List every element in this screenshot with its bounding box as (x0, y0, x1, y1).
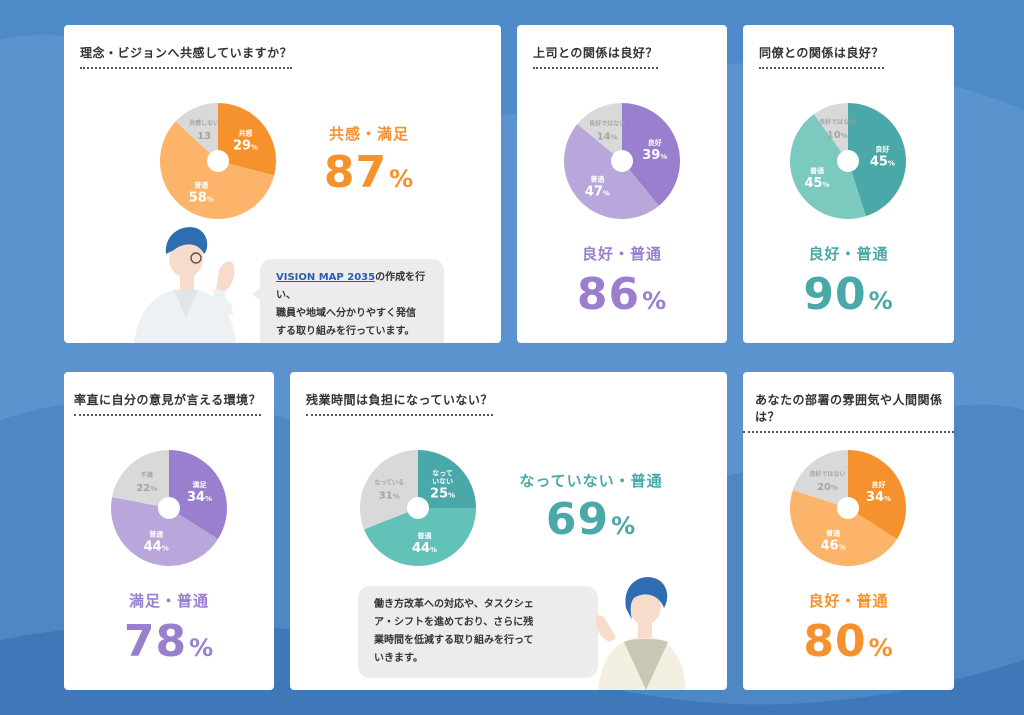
card-opinion-environment: 率直に自分の意見が言える環境？ 満足 34% 普通 44% 不満 22% 満足・普通 78… (64, 372, 274, 690)
comment-line: する取り組みを行っています。 (276, 326, 415, 337)
pie-center-hole (158, 497, 180, 519)
pie-slice-label: 普通 (826, 528, 841, 537)
pie-slice (169, 450, 227, 540)
pie-slice-label: 良好ではない (819, 118, 855, 126)
card-boss-relation: 上司との関係は良好？ 良好 39% 普通 47% 良好ではない 14% 良好・普通 86% (517, 25, 727, 343)
pie-slice-label: 共感 (238, 129, 252, 138)
pie-slice (564, 124, 659, 219)
pie-slice-value: 31% (379, 490, 400, 501)
pie-slice (848, 450, 906, 540)
summary-value: 78% (123, 616, 215, 667)
pie-slice (112, 450, 169, 508)
summary-label: 良好・普通 (808, 592, 889, 610)
card-overtime: 残業時間は負担になっていない？ なって いない 25% 普通 44% なっている 31% な… (290, 372, 727, 690)
pie-slice-value: 14% (597, 132, 618, 143)
pie-center-hole (837, 150, 859, 172)
pie-slice-value: 20% (817, 482, 838, 493)
pie-slice-label: 良好 (875, 145, 889, 154)
summary-label: 共感・満足 (328, 125, 409, 143)
pie-slice (577, 103, 622, 161)
vision-map-link[interactable]: VISION MAP 2035 (276, 272, 376, 283)
pie-slice-value: 10% (827, 130, 848, 141)
card-vision: 理念・ビジョンへ共感していますか？ 共感 29% 普通 58% 共感しない 13 共感・満… (64, 25, 501, 343)
pie-slice-label: 良好ではない (589, 120, 625, 128)
pie-slice-label: 普通 (810, 166, 825, 175)
pie-slice (218, 103, 276, 176)
summary-label: 良好・普通 (581, 245, 662, 263)
pie-slice (364, 508, 476, 566)
pie-slice-label: なっている (374, 479, 404, 486)
question-title: あなたの部署の雰囲気や人間関係 は？ (743, 392, 954, 433)
pie-slice-label: 共感しない (189, 119, 219, 127)
person-illustration (595, 577, 686, 690)
pie-slice (622, 103, 680, 206)
card-department-atmosphere: あなたの部署の雰囲気や人間関係 は？ 良好 34% 普通 46% 良好ではない 20% 良… (743, 372, 954, 690)
pie-slice (111, 497, 218, 566)
summary-value: 69% (545, 494, 637, 545)
pie-slice-label: 良好 (648, 138, 662, 147)
comment-line: 職員や地域へ分かりやすく発信 (276, 308, 416, 319)
pie-center-hole (611, 150, 633, 172)
question-title: 率直に自分の意見が言える環境？ (74, 392, 262, 416)
pie-slice-label: 満足 (192, 480, 207, 489)
comment-line: ア・シフトを進めており、さらに残 (374, 617, 534, 628)
pie-slice (418, 450, 476, 508)
question-title: 理念・ビジョンへ共感していますか？ (80, 45, 293, 69)
question-title: 同僚との関係は良好？ (759, 45, 884, 69)
person-illustration (134, 227, 236, 343)
pie-slice (790, 114, 866, 219)
summary-value: 86% (576, 269, 668, 320)
pie-slice-label: なって (432, 468, 453, 477)
pie-slice-label: 普通 (590, 175, 605, 184)
card-colleague-relation: 同僚との関係は良好？ 良好 45% 普通 45% 良好ではない 10% 良好・普通 90% (743, 25, 954, 343)
question-title: 上司との関係は良好？ (533, 45, 658, 69)
comment-bubble: VISION MAP 2035の作成を行い、 職員や地域へ分かりやすく発信 する… (252, 259, 444, 343)
summary-value: 90% (803, 269, 894, 320)
pie-slice (792, 450, 848, 508)
pie-center-hole (407, 497, 429, 519)
pie-slice-label: いない (432, 476, 453, 485)
summary-value: 87% (323, 147, 415, 198)
pie-center-hole (207, 150, 229, 172)
pie-slice (813, 103, 848, 161)
summary-label: なっていない・普通 (519, 472, 663, 490)
comment-line: 働き方改革への対応や、タスクシェ (374, 599, 534, 610)
pie-slice-label: 普通 (418, 531, 433, 540)
comment-bubble: 働き方改革への対応や、タスクシェ ア・シフトを進めており、さらに残 業時間を低減… (358, 586, 606, 678)
question-line: は？ (755, 410, 781, 424)
comment-line: の作成を行い、 (276, 272, 426, 301)
pie-center-hole (837, 497, 859, 519)
pie-slice-value: 13 (197, 131, 211, 142)
pie-slice (360, 450, 418, 530)
pie-slice (848, 103, 906, 217)
pie-slice (790, 490, 897, 566)
summary-label: 満足・普通 (128, 592, 209, 610)
pie-slice-label: 良好 (871, 480, 885, 489)
pie-slice-label: 不満 (141, 471, 153, 479)
question-line: あなたの部署の雰囲気や人間関係 (755, 393, 943, 407)
pie-slice-label: 普通 (194, 180, 209, 189)
pie-slice-label: 普通 (149, 529, 164, 538)
question-title: 残業時間は負担になっていない？ (306, 392, 493, 416)
comment-line: いきます。 (374, 653, 423, 664)
summary-label: 良好・普通 (808, 245, 889, 263)
pie-slice-label: 良好ではない (810, 470, 846, 478)
summary-value: 80% (803, 616, 894, 667)
comment-line: 業時間を低減する取り組みを行って (374, 635, 534, 646)
pie-slice (175, 103, 218, 161)
pie-slice-value: 22% (136, 483, 157, 494)
